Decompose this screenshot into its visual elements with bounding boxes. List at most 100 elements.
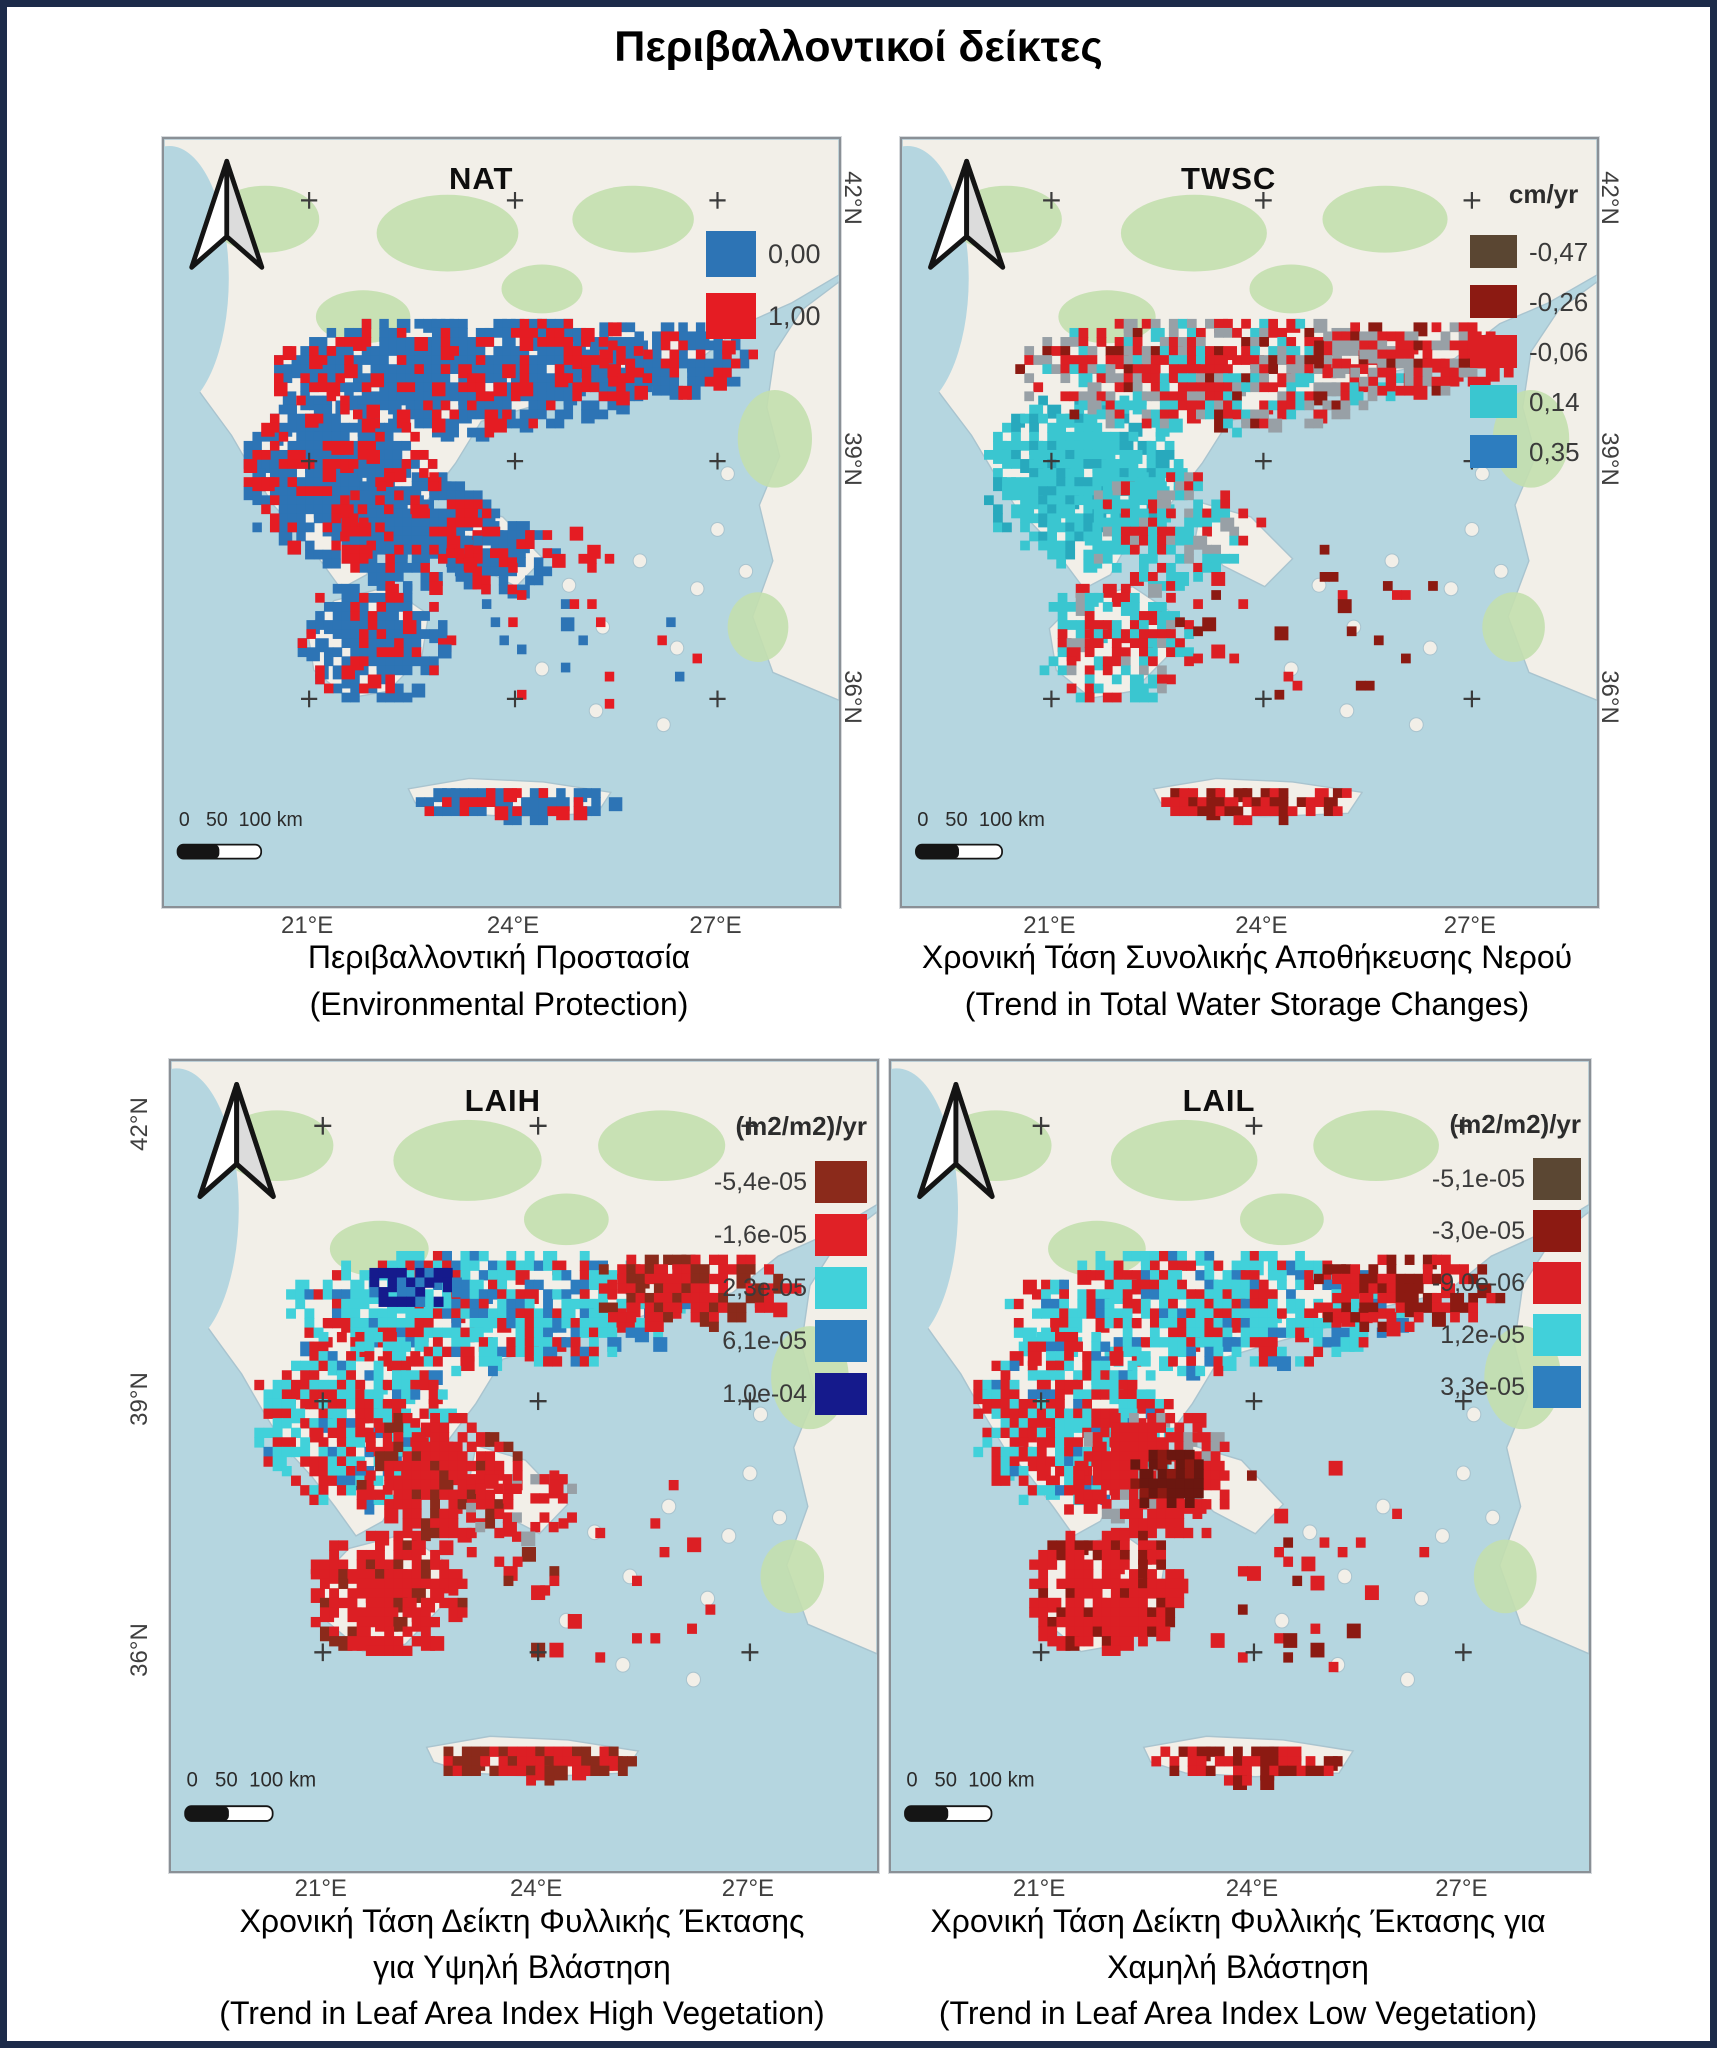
lat-label: 42°N (126, 1096, 153, 1151)
legend-label: -5,4e-05 (713, 1167, 807, 1196)
legend-label: -3,0e-05 (1431, 1216, 1525, 1245)
island (1400, 1671, 1416, 1688)
lat-label: 39°N (839, 432, 866, 486)
legend-swatch (815, 1267, 867, 1309)
island (689, 581, 705, 597)
caption-line: Χρονική Τάση Δείκτη Φυλλικής Έκτασης (239, 1903, 805, 1939)
island (1474, 466, 1490, 482)
basemap-svg: 0 50 100 km (891, 1061, 1589, 1871)
map-title-lail: LAIL (1182, 1083, 1256, 1118)
vegetation-patch (1240, 1193, 1324, 1246)
legend-item: 6,1e-05 (687, 1320, 877, 1362)
legend-swatch (815, 1161, 867, 1203)
raster-overlay (448, 1470, 716, 1663)
raster-overlay (438, 526, 702, 709)
island (661, 1498, 677, 1515)
island (534, 661, 550, 677)
lon-label: 27°E (1443, 912, 1497, 939)
scale-bar: 0 50 100 km (904, 1768, 1035, 1822)
raster-overlay (443, 1746, 637, 1786)
island (1455, 1465, 1471, 1482)
raster-overlay (1084, 472, 1249, 591)
island (1384, 553, 1400, 569)
legend-label: 1,00 (768, 300, 821, 331)
legend-label: -9,0e-06 (1431, 1268, 1525, 1297)
caption-line: Χαμηλή Βλάστηση (1107, 1949, 1369, 1985)
legend-label: 0,00 (768, 238, 821, 269)
lat-label: 36°N (126, 1623, 153, 1678)
legend-swatch (706, 231, 756, 277)
lat-label: 36°N (839, 670, 866, 724)
raster-overlay (369, 1267, 462, 1307)
island (1464, 521, 1480, 537)
legend-swatch (1533, 1210, 1581, 1252)
legend-swatch (1533, 1158, 1581, 1200)
island (738, 563, 754, 579)
lon-label: 24°E (509, 1875, 563, 1902)
legend-item: -0,06 (1470, 335, 1588, 368)
raster-overlay (310, 1530, 468, 1656)
lon-label: 27°E (689, 912, 742, 939)
legend-laih: (m2/m2)/yr -5,4e-05 -1,6e-05 2,3e-05 6,1e-05… (687, 1111, 877, 1415)
vegetation-patch (1322, 185, 1448, 253)
island (699, 1590, 716, 1607)
island (1485, 1509, 1501, 1526)
legend-label: -0,26 (1529, 286, 1589, 317)
legend-item: 0,35 (1470, 435, 1588, 468)
legend-swatch (1470, 285, 1517, 318)
scale-bar: 0 50 100 km (915, 809, 1045, 860)
legend-swatch (1470, 335, 1517, 368)
legend-swatch (815, 1214, 867, 1256)
legend-item: -0,26 (1470, 285, 1588, 318)
island (721, 1528, 737, 1544)
legend-item: 0,14 (1470, 385, 1588, 418)
graticule-marks (301, 191, 726, 708)
island (1422, 640, 1438, 656)
legend-item: 1,2e-05 (1411, 1314, 1589, 1356)
legend-item: -1,6e-05 (687, 1214, 877, 1256)
legend-item: -5,1e-05 (1411, 1158, 1589, 1200)
legend-lail: (m2/m2)/yr -5,1e-05 -3,0e-05 -9,0e-06 1,2e-0… (1411, 1109, 1589, 1408)
raster-overlay (1029, 1530, 1189, 1656)
island (1434, 1528, 1450, 1544)
caption-line: Χρονική Τάση Δείκτη Φυλλικής Έκτασης για (930, 1903, 1546, 1939)
legend-title: (m2/m2)/yr (1449, 1109, 1582, 1139)
lon-label: 21°E (280, 912, 334, 939)
map-panel-twsc: 0 50 100 km TWSC cm/yr -0,47 -0,26 -0,06 0,14 0… (900, 137, 1599, 908)
map-title-twsc: TWSC (1181, 161, 1277, 196)
legend-item: 2,3e-05 (687, 1267, 877, 1309)
island (1274, 1612, 1290, 1629)
north-arrow-icon (189, 158, 265, 270)
legend-item: -5,4e-05 (687, 1161, 877, 1203)
caption-line: για Υψηλή Βλάστηση (373, 1949, 671, 1985)
legend-label: -5,1e-05 (1431, 1164, 1525, 1193)
raster-overlay (1151, 1746, 1343, 1790)
vegetation-patch (1473, 1539, 1537, 1614)
caption-line: Χρονική Τάση Συνολικής Αποθήκευσης Νερού (921, 939, 1573, 975)
island (615, 1656, 631, 1673)
legend-label: 3,3e-05 (1440, 1372, 1525, 1401)
raster-overlay (1313, 1254, 1506, 1337)
caption-line: Περιβαλλοντική Προστασία (307, 939, 691, 975)
island (710, 521, 725, 537)
island (685, 1671, 702, 1688)
caption-line: (Environmental Protection) (309, 986, 689, 1022)
legend-swatch (1533, 1314, 1581, 1356)
lon-label: 21°E (294, 1875, 347, 1902)
vegetation-patch (727, 592, 789, 662)
raster-overlay (274, 318, 653, 438)
legend-title: (m2/m2)/yr (735, 1111, 868, 1141)
vegetation-patch (1120, 194, 1267, 272)
scale-bar: 0 50 100 km (176, 809, 303, 860)
legend-label: -0,47 (1529, 236, 1589, 267)
vegetation-patch (501, 264, 583, 314)
lon-label: 24°E (1225, 1875, 1279, 1902)
legend-label: 1,0e-04 (722, 1379, 807, 1408)
lon-label: 21°E (1012, 1875, 1066, 1902)
lat-label: 42°N (1596, 171, 1623, 226)
legend-item: 3,3e-05 (1411, 1366, 1589, 1408)
north-arrow-icon (197, 1081, 276, 1200)
legend-swatch (706, 293, 756, 339)
vegetation-patch (572, 185, 694, 253)
